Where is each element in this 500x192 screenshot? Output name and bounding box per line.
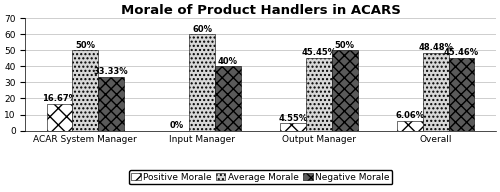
Bar xyxy=(332,50,357,131)
Text: 0%: 0% xyxy=(170,121,183,130)
Text: 16.67%: 16.67% xyxy=(42,94,77,103)
Text: 48.48%: 48.48% xyxy=(418,43,454,52)
Text: 40%: 40% xyxy=(218,57,238,66)
Text: 45.45%: 45.45% xyxy=(302,48,336,57)
Text: 50%: 50% xyxy=(76,41,96,50)
Text: 45.46%: 45.46% xyxy=(444,48,479,57)
Text: 4.55%: 4.55% xyxy=(278,114,308,123)
Bar xyxy=(306,58,332,131)
Text: 50%: 50% xyxy=(334,41,354,50)
Legend: Positive Morale, Average Morale, Negative Morale: Positive Morale, Average Morale, Negativ… xyxy=(129,170,392,184)
Bar xyxy=(190,34,215,131)
Text: 60%: 60% xyxy=(192,25,212,34)
Bar xyxy=(448,58,474,131)
Bar xyxy=(215,66,240,131)
Bar xyxy=(423,53,448,131)
Bar xyxy=(72,50,98,131)
Text: 6.06%: 6.06% xyxy=(396,111,424,120)
Bar xyxy=(47,104,72,131)
Text: 33.33%: 33.33% xyxy=(94,67,128,76)
Bar xyxy=(98,77,124,131)
Title: Morale of Product Handlers in ACARS: Morale of Product Handlers in ACARS xyxy=(120,4,400,17)
Bar xyxy=(398,121,423,131)
Bar xyxy=(280,123,306,131)
